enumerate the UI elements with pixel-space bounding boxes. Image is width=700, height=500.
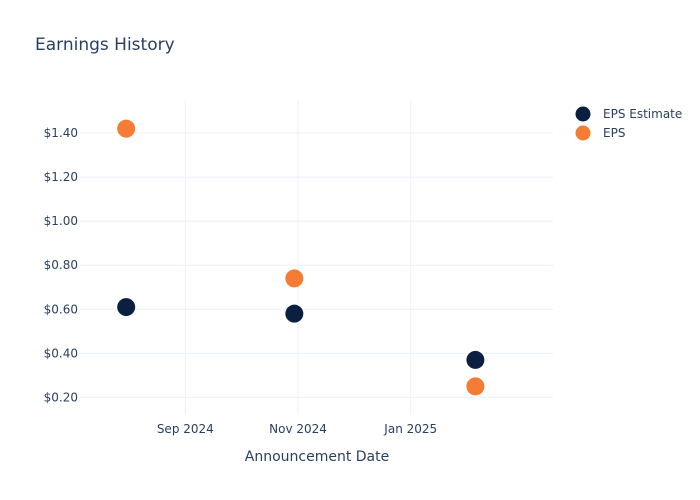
x-tick-label: Jan 2025 — [383, 422, 437, 436]
legend-label-eps-estimate[interactable]: EPS Estimate — [603, 107, 682, 121]
eps-estimate-point[interactable] — [117, 298, 136, 317]
x-axis-title: Announcement Date — [245, 449, 389, 465]
y-tick-label: $1.40 — [44, 126, 78, 140]
eps-point[interactable] — [466, 377, 485, 396]
eps-estimate-point[interactable] — [466, 350, 485, 369]
eps-estimate-point[interactable] — [285, 304, 304, 323]
eps-point[interactable] — [285, 269, 304, 288]
grid-layer — [80, 100, 553, 415]
legend[interactable]: EPS Estimate EPS — [575, 106, 683, 141]
legend-marker-eps-estimate[interactable] — [575, 106, 591, 122]
x-axis-ticks: Sep 2024 Nov 2024 Jan 2025 — [157, 422, 437, 436]
x-tick-label: Sep 2024 — [157, 422, 214, 436]
y-tick-label: $1.20 — [44, 170, 78, 184]
y-axis-ticks: $0.20 $0.40 $0.60 $0.80 $1.00 $1.20 $1.40 — [44, 126, 78, 404]
y-tick-label: $0.40 — [44, 346, 78, 360]
data-points — [117, 119, 485, 396]
y-tick-label: $1.00 — [44, 214, 78, 228]
eps-point[interactable] — [117, 119, 136, 138]
legend-marker-eps[interactable] — [575, 125, 591, 141]
chart-title: Earnings History — [35, 35, 175, 55]
y-tick-label: $0.60 — [44, 302, 78, 316]
legend-label-eps[interactable]: EPS — [603, 126, 625, 140]
y-tick-label: $0.80 — [44, 258, 78, 272]
y-tick-label: $0.20 — [44, 390, 78, 404]
x-tick-label: Nov 2024 — [269, 422, 327, 436]
